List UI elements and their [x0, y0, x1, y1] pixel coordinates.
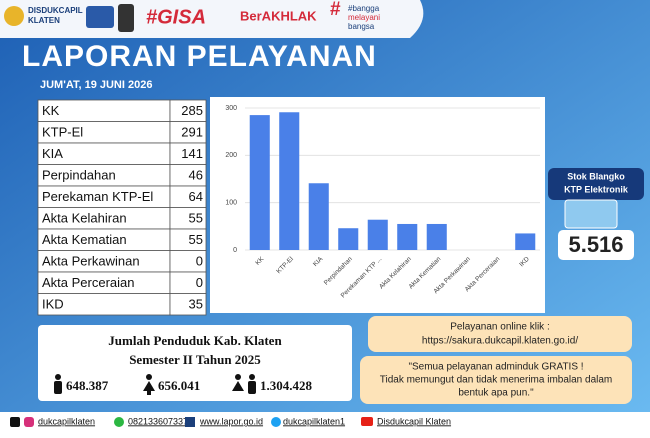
table-value: 55: [189, 211, 203, 226]
footer-band: [0, 412, 650, 433]
date: JUM'AT, 19 JUNI 2026: [40, 79, 152, 91]
stock-label: KTP Elektronik: [564, 184, 629, 194]
title: LAPORAN PELAYANAN: [22, 40, 377, 73]
table: KK 285 KTP-El 291 KIA 141 Perpindahan 46 Perekam…: [37, 99, 207, 316]
population-total: 1.304.428: [260, 378, 313, 393]
table-label: Akta Kelahiran: [42, 211, 127, 226]
table-value: 285: [181, 103, 203, 118]
bar: [515, 233, 536, 250]
table-value: 46: [189, 168, 203, 183]
ktp-card: [564, 199, 618, 229]
whatsapp-icon: [114, 417, 124, 427]
bar: [338, 228, 359, 250]
y-tick-label: 200: [225, 152, 237, 159]
y-tick-label: 300: [225, 105, 237, 112]
org-name: DISDUKCAPIL: [28, 6, 83, 15]
gisa: #GISA: [146, 6, 206, 28]
footer-link[interactable]: Disdukcapil Klaten: [377, 416, 451, 426]
footer-link[interactable]: www.lapor.go.id: [199, 416, 263, 426]
population-male: 648.387: [66, 378, 109, 393]
footer-link[interactable]: dukcapilklaten1: [283, 416, 345, 426]
population-female: 656.041: [158, 378, 200, 393]
logo: [4, 6, 24, 26]
table-value: 291: [181, 125, 203, 140]
y-tick-label: 0: [233, 247, 237, 254]
table-value: 0: [196, 254, 203, 269]
table-label: Akta Perceraian: [42, 275, 135, 290]
notice-box: [360, 356, 632, 404]
table-label: KK: [42, 103, 60, 118]
tiktok-icon: [10, 417, 20, 427]
population-subtitle: Semester II Tahun 2025: [129, 352, 261, 367]
table-label: Perekaman KTP-El: [42, 189, 153, 204]
footer-link[interactable]: dukcapilklaten: [38, 416, 95, 426]
footer-link[interactable]: 082133607337: [128, 416, 188, 426]
stock-label-box: [548, 168, 644, 200]
bangga: melayani: [348, 13, 380, 22]
bangga: #bangga: [348, 4, 380, 13]
x-tick-label: KK: [254, 255, 266, 267]
bar: [279, 112, 300, 250]
bangga: bangsa: [348, 22, 375, 31]
population-title: Jumlah Penduduk Kab. Klaten: [108, 333, 282, 348]
youtube-icon: [361, 417, 373, 426]
online-url[interactable]: https://sakura.dukcapil.klaten.go.id/: [422, 336, 578, 347]
notice: Tidak memungut dan tidak menerima imbala…: [380, 375, 613, 386]
bar: [367, 219, 388, 250]
table-label: IKD: [42, 297, 64, 312]
berakhlak: BerAKHLAK: [240, 8, 317, 23]
table-cell: [169, 293, 207, 316]
hash: #: [330, 0, 341, 20]
table-value: 64: [189, 189, 203, 204]
stock-value-box: [558, 230, 634, 260]
notice: "Semua pelayanan adminduk GRATIS !: [408, 362, 583, 373]
online-label: Pelayanan online klik :: [450, 322, 550, 333]
table-value: 141: [181, 146, 203, 161]
bar: [249, 115, 270, 250]
person-icons: [54, 374, 256, 395]
stock-value: 5.516: [568, 232, 623, 257]
table-value: 0: [196, 275, 203, 290]
org-name: KLATEN: [28, 16, 60, 25]
table-value: 35: [189, 297, 203, 312]
table-value: 55: [189, 232, 203, 247]
table-label: KIA: [42, 146, 63, 161]
ikd-card: [86, 6, 114, 28]
table-label: Akta Kematian: [42, 232, 127, 247]
online-box: [368, 316, 632, 352]
phone: [118, 4, 134, 32]
stock-label: Stok Blangko: [567, 171, 625, 181]
lapor-icon: [185, 417, 195, 427]
y-tick-label: 100: [225, 200, 237, 207]
table-label: Perpindahan: [42, 168, 116, 183]
twitter-icon: [271, 417, 281, 427]
bar: [397, 223, 418, 250]
instagram-icon: [24, 417, 34, 427]
table-label: KTP-El: [42, 125, 83, 140]
bar: [426, 223, 447, 250]
population-box: [38, 325, 352, 401]
table-label: Akta Perkawinan: [42, 254, 140, 269]
bar: [308, 183, 329, 250]
bangga: melayani: [348, 13, 380, 22]
notice: bentuk apa pun.": [458, 388, 534, 399]
